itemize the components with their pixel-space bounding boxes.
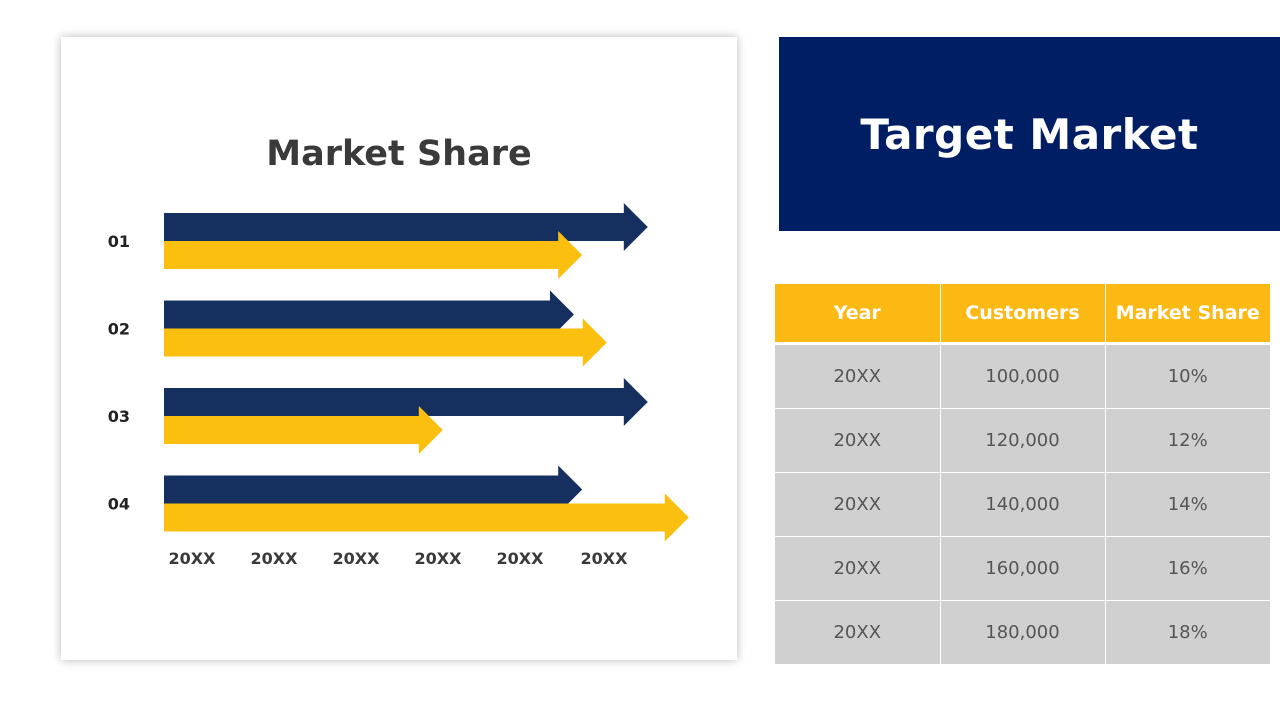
table-cell: 20XX [775,536,941,601]
bar-01-series-2 [164,231,583,279]
table-cell: 10% [1105,343,1270,409]
table-cell: 100,000 [940,343,1106,409]
table-cell: 18% [1105,600,1270,664]
target-market-table: Year Customers Market Share 20XX 100,000 10%… [775,284,1270,664]
category-label-04: 04 [108,495,130,514]
chart-bars [164,203,689,542]
column-header-customers: Customers [940,284,1106,345]
x-tick-labels: 20XX 20XX 20XX 20XX 20XX 20XX [169,549,629,568]
bar-02-series-1 [164,290,574,339]
x-tick-label: 20XX [415,549,463,568]
target-market-banner: Target Market [779,37,1280,231]
bar-01-series-1 [164,203,648,251]
table-cell: 20XX [775,343,941,409]
x-tick-label: 20XX [169,549,217,568]
table-row: 20XX 120,000 12% [775,408,1270,473]
bar-03-series-2 [164,406,443,454]
x-tick-label: 20XX [251,549,299,568]
table-row: 20XX 100,000 10% [775,343,1270,409]
category-label-01: 01 [108,232,130,251]
table-row: 20XX 160,000 16% [775,536,1270,601]
table-row: 20XX 180,000 18% [775,600,1270,664]
bar-04-series-2 [164,493,689,542]
bar-03-series-1 [164,378,648,426]
chart-title: Market Share [266,134,531,174]
category-labels: 01 02 03 04 [108,232,130,514]
table-row: 20XX 140,000 14% [775,472,1270,537]
table-cell: 14% [1105,472,1270,537]
table-cell: 20XX [775,600,941,664]
table-body: 20XX 100,000 10% 20XX 120,000 12% 20XX 140,000 1… [775,343,1270,664]
category-label-02: 02 [108,320,130,339]
x-tick-label: 20XX [497,549,545,568]
market-share-chart-card: Market Share 01 02 03 04 20XX 20XX 20XX 20XX 20… [61,37,737,660]
table-cell: 120,000 [940,408,1106,473]
category-label-03: 03 [108,407,130,426]
bar-02-series-2 [164,318,607,367]
bar-04-series-1 [164,465,583,514]
table-cell: 16% [1105,536,1270,601]
table-cell: 180,000 [940,600,1106,664]
table-cell: 20XX [775,472,941,537]
x-tick-label: 20XX [333,549,381,568]
table-cell: 12% [1105,408,1270,473]
table-header-row: Year Customers Market Share [775,284,1270,345]
x-tick-label: 20XX [581,549,629,568]
table-cell: 140,000 [940,472,1106,537]
banner-title: Target Market [860,109,1199,159]
column-header-year: Year [775,284,941,345]
column-header-market-share: Market Share [1105,284,1270,345]
table-cell: 160,000 [940,536,1106,601]
table-cell: 20XX [775,408,941,473]
